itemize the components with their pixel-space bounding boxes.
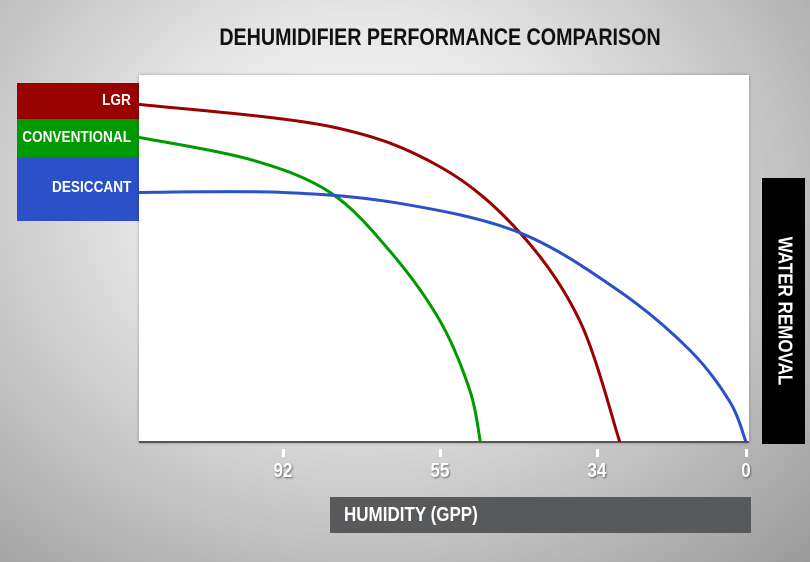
x-tick-label: 0 (741, 460, 751, 482)
y-axis-label-text: WATER REMOVAL (773, 236, 795, 386)
legend-item-conventional: CONVENTIONAL (17, 119, 139, 157)
x-tick-mark (282, 449, 285, 457)
legend-label: LGR (102, 92, 131, 109)
chart-title: DEHUMIDIFIER PERFORMANCE COMPARISON (219, 24, 661, 51)
legend-label: DESICCANT (51, 179, 131, 196)
x-tick-label: 55 (430, 460, 450, 482)
legend-item-desiccant: DESICCANT (17, 157, 139, 221)
x-tick-mark (439, 449, 442, 457)
x-tick-label: 92 (273, 460, 293, 482)
series-line-conventional (139, 135, 482, 443)
x-tick-mark (745, 449, 748, 457)
y-axis-label: WATER REMOVAL (762, 178, 805, 444)
series-line-lgr (139, 102, 622, 443)
legend-label: CONVENTIONAL (22, 129, 131, 146)
x-axis-label: HUMIDITY (GPP) (330, 497, 751, 533)
series-line-desiccant (139, 190, 748, 443)
plot-area (139, 75, 749, 443)
x-tick-mark (596, 449, 599, 457)
chart-svg (139, 102, 749, 443)
legend: LGR CONVENTIONAL DESICCANT (17, 83, 139, 221)
x-tick-label: 34 (587, 460, 607, 482)
legend-item-lgr: LGR (17, 83, 139, 119)
x-axis-label-text: HUMIDITY (GPP) (344, 504, 478, 526)
